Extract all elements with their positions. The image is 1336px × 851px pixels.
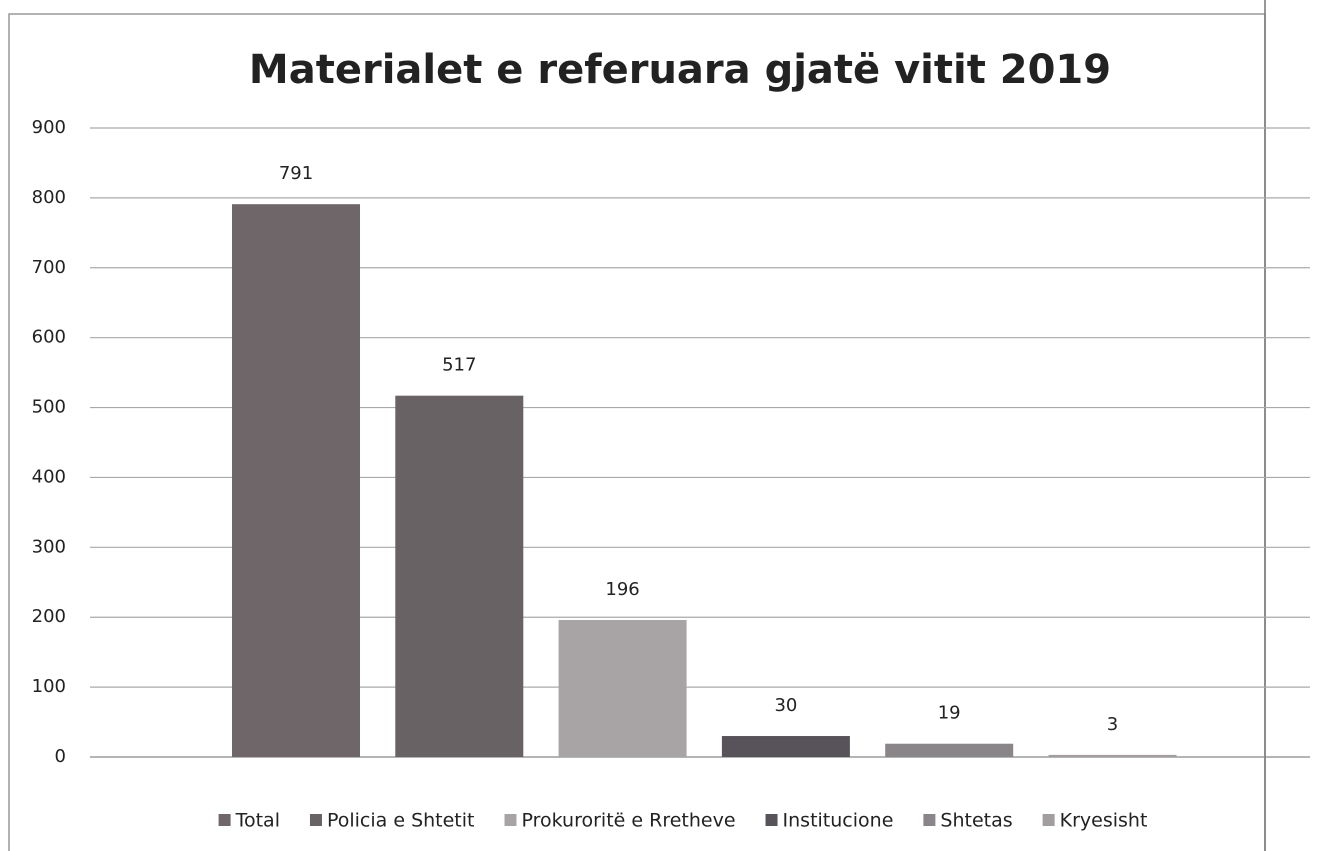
data-label: 3 <box>1107 714 1118 735</box>
data-label: 196 <box>605 579 639 600</box>
legend-label: Prokuroritë e Rretheve <box>522 810 736 832</box>
y-tick-label: 300 <box>32 536 66 557</box>
legend-swatch <box>1042 814 1055 826</box>
legend-label: Policia e Shtetit <box>327 810 475 832</box>
data-label: 30 <box>774 695 797 716</box>
y-tick-label: 700 <box>32 257 66 278</box>
legend-swatch <box>504 814 517 826</box>
bar <box>232 204 360 757</box>
chart-title: Materialet e referuara gjatë vitit 2019 <box>249 47 1111 93</box>
legend-label: Institucione <box>783 810 894 832</box>
data-label: 791 <box>279 163 313 184</box>
legend-label: Kryesisht <box>1060 810 1148 832</box>
y-tick-label: 500 <box>32 397 66 418</box>
y-tick-label: 900 <box>32 117 66 138</box>
bar <box>558 620 687 757</box>
bar <box>885 743 1014 757</box>
bar <box>721 736 850 757</box>
y-tick-label: 200 <box>32 606 66 627</box>
legend-swatch <box>923 814 936 826</box>
y-tick-label: 400 <box>32 466 66 487</box>
bar <box>395 395 524 757</box>
y-tick-label: 600 <box>32 327 66 348</box>
legend-swatch <box>309 814 322 826</box>
legend-label: Shtetas <box>940 810 1012 832</box>
legend-label: Total <box>235 810 280 832</box>
legend-swatch <box>218 814 231 826</box>
y-tick-label: 0 <box>55 746 66 767</box>
data-label: 517 <box>442 355 476 376</box>
data-label: 19 <box>938 703 961 724</box>
bar <box>1048 754 1177 757</box>
y-tick-label: 800 <box>32 187 66 208</box>
y-tick-label: 100 <box>32 676 66 697</box>
legend-swatch <box>765 814 778 826</box>
